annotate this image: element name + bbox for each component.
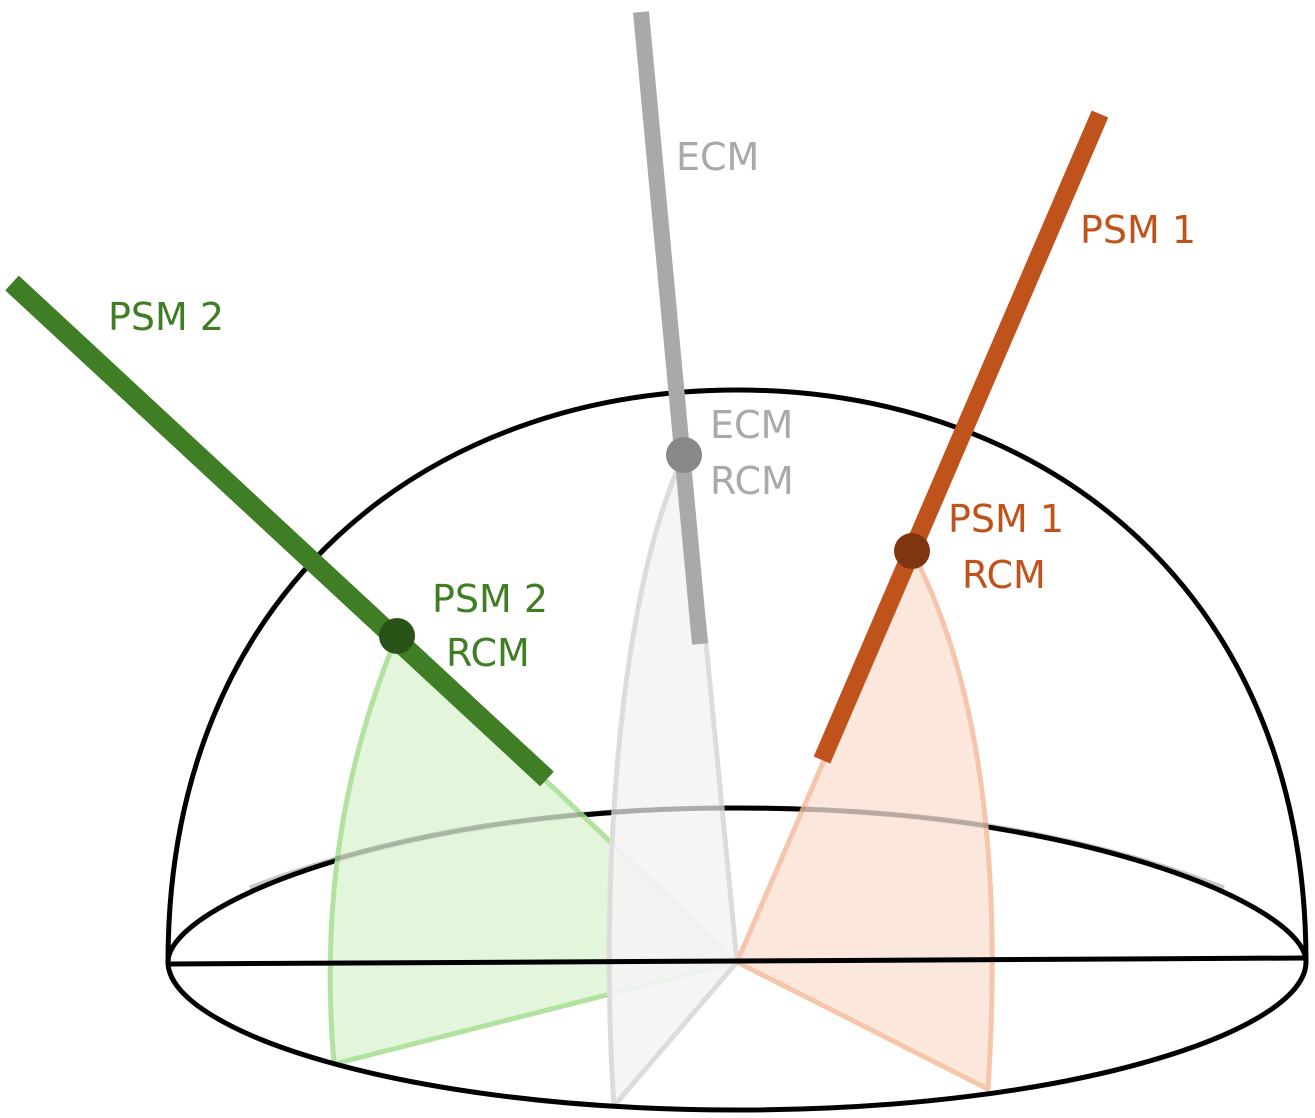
psm1-rcm-label-line1: PSM 1 xyxy=(948,497,1064,541)
base-diameter xyxy=(167,955,1307,967)
ecm-rcm-point xyxy=(666,437,702,473)
psm2-shaft xyxy=(5,275,554,787)
ecm-workspace-wedge xyxy=(606,452,740,1109)
psm1-label: PSM 1 xyxy=(1080,208,1196,252)
base-ellipse-back-overlay xyxy=(249,805,1225,891)
psm2-rcm-point xyxy=(379,618,415,654)
psm1-shaft xyxy=(813,110,1109,764)
ecm-label: ECM xyxy=(676,135,759,179)
psm1-rcm-point xyxy=(894,533,930,569)
ecm-rcm-label-line1: ECM xyxy=(710,403,793,447)
psm2-label: PSM 2 xyxy=(108,295,224,339)
ecm-rcm-label-line2: RCM xyxy=(710,459,794,503)
ecm-shaft xyxy=(633,11,708,645)
base-ellipse-back xyxy=(165,805,1309,963)
psm2-rcm-label-line2: RCM xyxy=(446,631,530,675)
psm1-rcm-label-line2: RCM xyxy=(962,553,1046,597)
base-ellipse-front xyxy=(165,961,1309,1113)
psm1-workspace-wedge xyxy=(734,548,995,1092)
hemisphere-dome xyxy=(165,387,1309,963)
psm2-rcm-label-line1: PSM 2 xyxy=(432,577,548,621)
